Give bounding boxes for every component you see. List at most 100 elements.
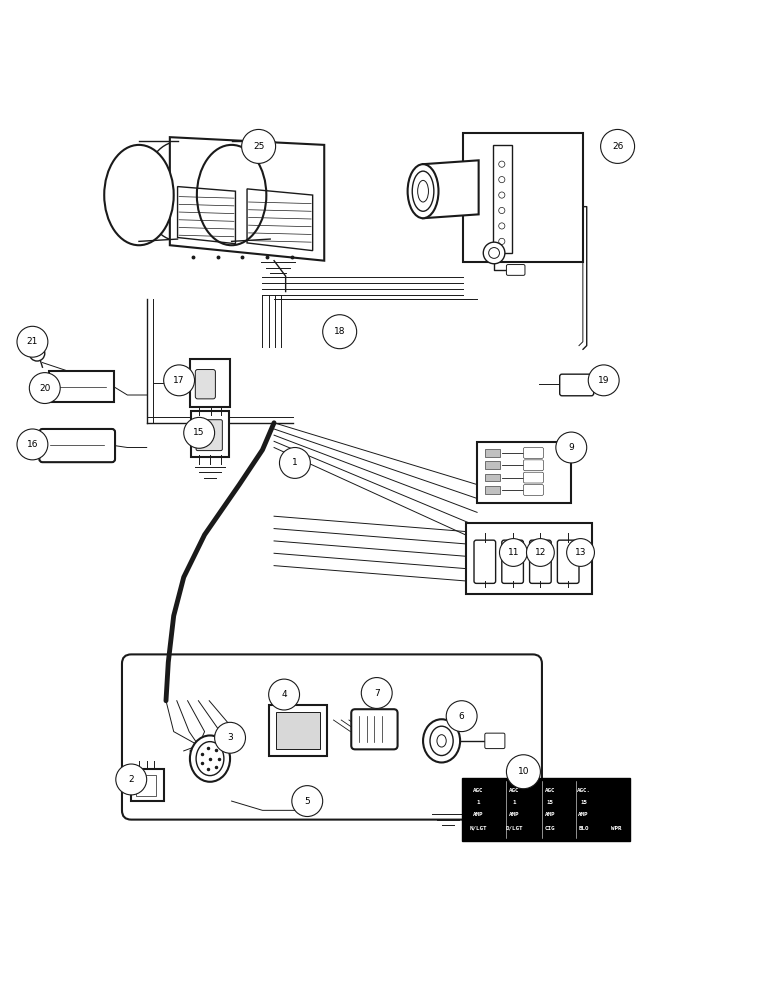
FancyBboxPatch shape bbox=[466, 523, 592, 594]
Circle shape bbox=[242, 129, 276, 163]
Text: AMP: AMP bbox=[544, 812, 555, 817]
FancyBboxPatch shape bbox=[485, 474, 500, 481]
FancyBboxPatch shape bbox=[485, 486, 500, 494]
FancyBboxPatch shape bbox=[269, 705, 327, 756]
FancyBboxPatch shape bbox=[557, 540, 579, 583]
Text: 15: 15 bbox=[546, 800, 554, 805]
Text: 12: 12 bbox=[535, 548, 546, 557]
Circle shape bbox=[17, 326, 48, 357]
Polygon shape bbox=[423, 160, 479, 218]
Circle shape bbox=[446, 701, 477, 732]
Circle shape bbox=[489, 248, 499, 258]
Text: 7: 7 bbox=[374, 688, 380, 698]
Text: AMP: AMP bbox=[509, 812, 520, 817]
FancyBboxPatch shape bbox=[506, 265, 525, 275]
Circle shape bbox=[588, 365, 619, 396]
Text: 15: 15 bbox=[194, 428, 205, 437]
FancyBboxPatch shape bbox=[523, 448, 543, 458]
Text: 10: 10 bbox=[518, 767, 529, 776]
Text: 19: 19 bbox=[598, 376, 609, 385]
Circle shape bbox=[601, 129, 635, 163]
Circle shape bbox=[567, 539, 594, 566]
Circle shape bbox=[323, 315, 357, 349]
Text: 20: 20 bbox=[39, 384, 50, 393]
Text: 26: 26 bbox=[612, 142, 623, 151]
FancyBboxPatch shape bbox=[477, 442, 571, 503]
FancyBboxPatch shape bbox=[276, 712, 320, 749]
Text: 9: 9 bbox=[568, 443, 574, 452]
Text: 16: 16 bbox=[27, 440, 38, 449]
Circle shape bbox=[499, 192, 505, 198]
FancyBboxPatch shape bbox=[530, 540, 551, 583]
Polygon shape bbox=[170, 137, 324, 261]
Text: 1: 1 bbox=[513, 800, 516, 805]
Text: AGC: AGC bbox=[509, 788, 520, 793]
FancyBboxPatch shape bbox=[485, 461, 500, 469]
Circle shape bbox=[499, 539, 527, 566]
Circle shape bbox=[17, 429, 48, 460]
Text: AMP: AMP bbox=[473, 812, 484, 817]
FancyBboxPatch shape bbox=[485, 449, 500, 457]
Text: 17: 17 bbox=[174, 376, 185, 385]
Text: 25: 25 bbox=[253, 142, 264, 151]
Text: CIG: CIG bbox=[544, 826, 555, 831]
Text: 15: 15 bbox=[580, 800, 587, 805]
FancyBboxPatch shape bbox=[523, 460, 543, 471]
FancyBboxPatch shape bbox=[122, 654, 542, 820]
Text: D/LGT: D/LGT bbox=[506, 826, 523, 831]
Circle shape bbox=[499, 207, 505, 214]
FancyBboxPatch shape bbox=[191, 411, 229, 457]
Circle shape bbox=[116, 764, 147, 795]
Ellipse shape bbox=[197, 145, 266, 245]
Circle shape bbox=[499, 177, 505, 183]
Text: 4: 4 bbox=[281, 690, 287, 699]
Circle shape bbox=[499, 161, 505, 167]
Text: 11: 11 bbox=[508, 548, 519, 557]
Text: AGC: AGC bbox=[473, 788, 484, 793]
FancyBboxPatch shape bbox=[560, 374, 594, 396]
Circle shape bbox=[279, 448, 310, 478]
Text: N/LGT: N/LGT bbox=[470, 826, 487, 831]
Text: 5: 5 bbox=[304, 797, 310, 806]
Circle shape bbox=[292, 786, 323, 817]
Ellipse shape bbox=[190, 735, 230, 782]
FancyBboxPatch shape bbox=[462, 778, 630, 841]
FancyBboxPatch shape bbox=[196, 420, 222, 451]
Circle shape bbox=[269, 679, 300, 710]
FancyBboxPatch shape bbox=[195, 370, 215, 399]
Text: 18: 18 bbox=[334, 327, 345, 336]
Ellipse shape bbox=[104, 145, 174, 245]
FancyBboxPatch shape bbox=[493, 145, 512, 253]
Text: AMP: AMP bbox=[578, 812, 589, 817]
Circle shape bbox=[164, 365, 195, 396]
Text: 3: 3 bbox=[227, 733, 233, 742]
FancyBboxPatch shape bbox=[351, 709, 398, 749]
Text: 21: 21 bbox=[27, 337, 38, 346]
Ellipse shape bbox=[408, 164, 438, 218]
Circle shape bbox=[556, 432, 587, 463]
Text: 13: 13 bbox=[575, 548, 586, 557]
FancyBboxPatch shape bbox=[190, 359, 230, 407]
FancyBboxPatch shape bbox=[502, 540, 523, 583]
Circle shape bbox=[499, 238, 505, 244]
Text: 6: 6 bbox=[459, 712, 465, 721]
Text: 1: 1 bbox=[477, 800, 480, 805]
FancyBboxPatch shape bbox=[131, 769, 164, 801]
Text: AGC: AGC bbox=[544, 788, 555, 793]
Circle shape bbox=[483, 242, 505, 264]
Text: 1: 1 bbox=[292, 458, 298, 467]
Circle shape bbox=[527, 539, 554, 566]
Circle shape bbox=[215, 722, 245, 753]
Circle shape bbox=[184, 417, 215, 448]
FancyBboxPatch shape bbox=[523, 485, 543, 495]
FancyBboxPatch shape bbox=[39, 429, 115, 462]
FancyBboxPatch shape bbox=[463, 133, 583, 262]
Circle shape bbox=[361, 678, 392, 708]
FancyBboxPatch shape bbox=[49, 371, 114, 402]
Circle shape bbox=[29, 373, 60, 403]
Text: AGC.: AGC. bbox=[577, 788, 591, 793]
Ellipse shape bbox=[423, 719, 460, 762]
FancyBboxPatch shape bbox=[485, 733, 505, 749]
FancyBboxPatch shape bbox=[474, 540, 496, 583]
Circle shape bbox=[506, 755, 540, 789]
